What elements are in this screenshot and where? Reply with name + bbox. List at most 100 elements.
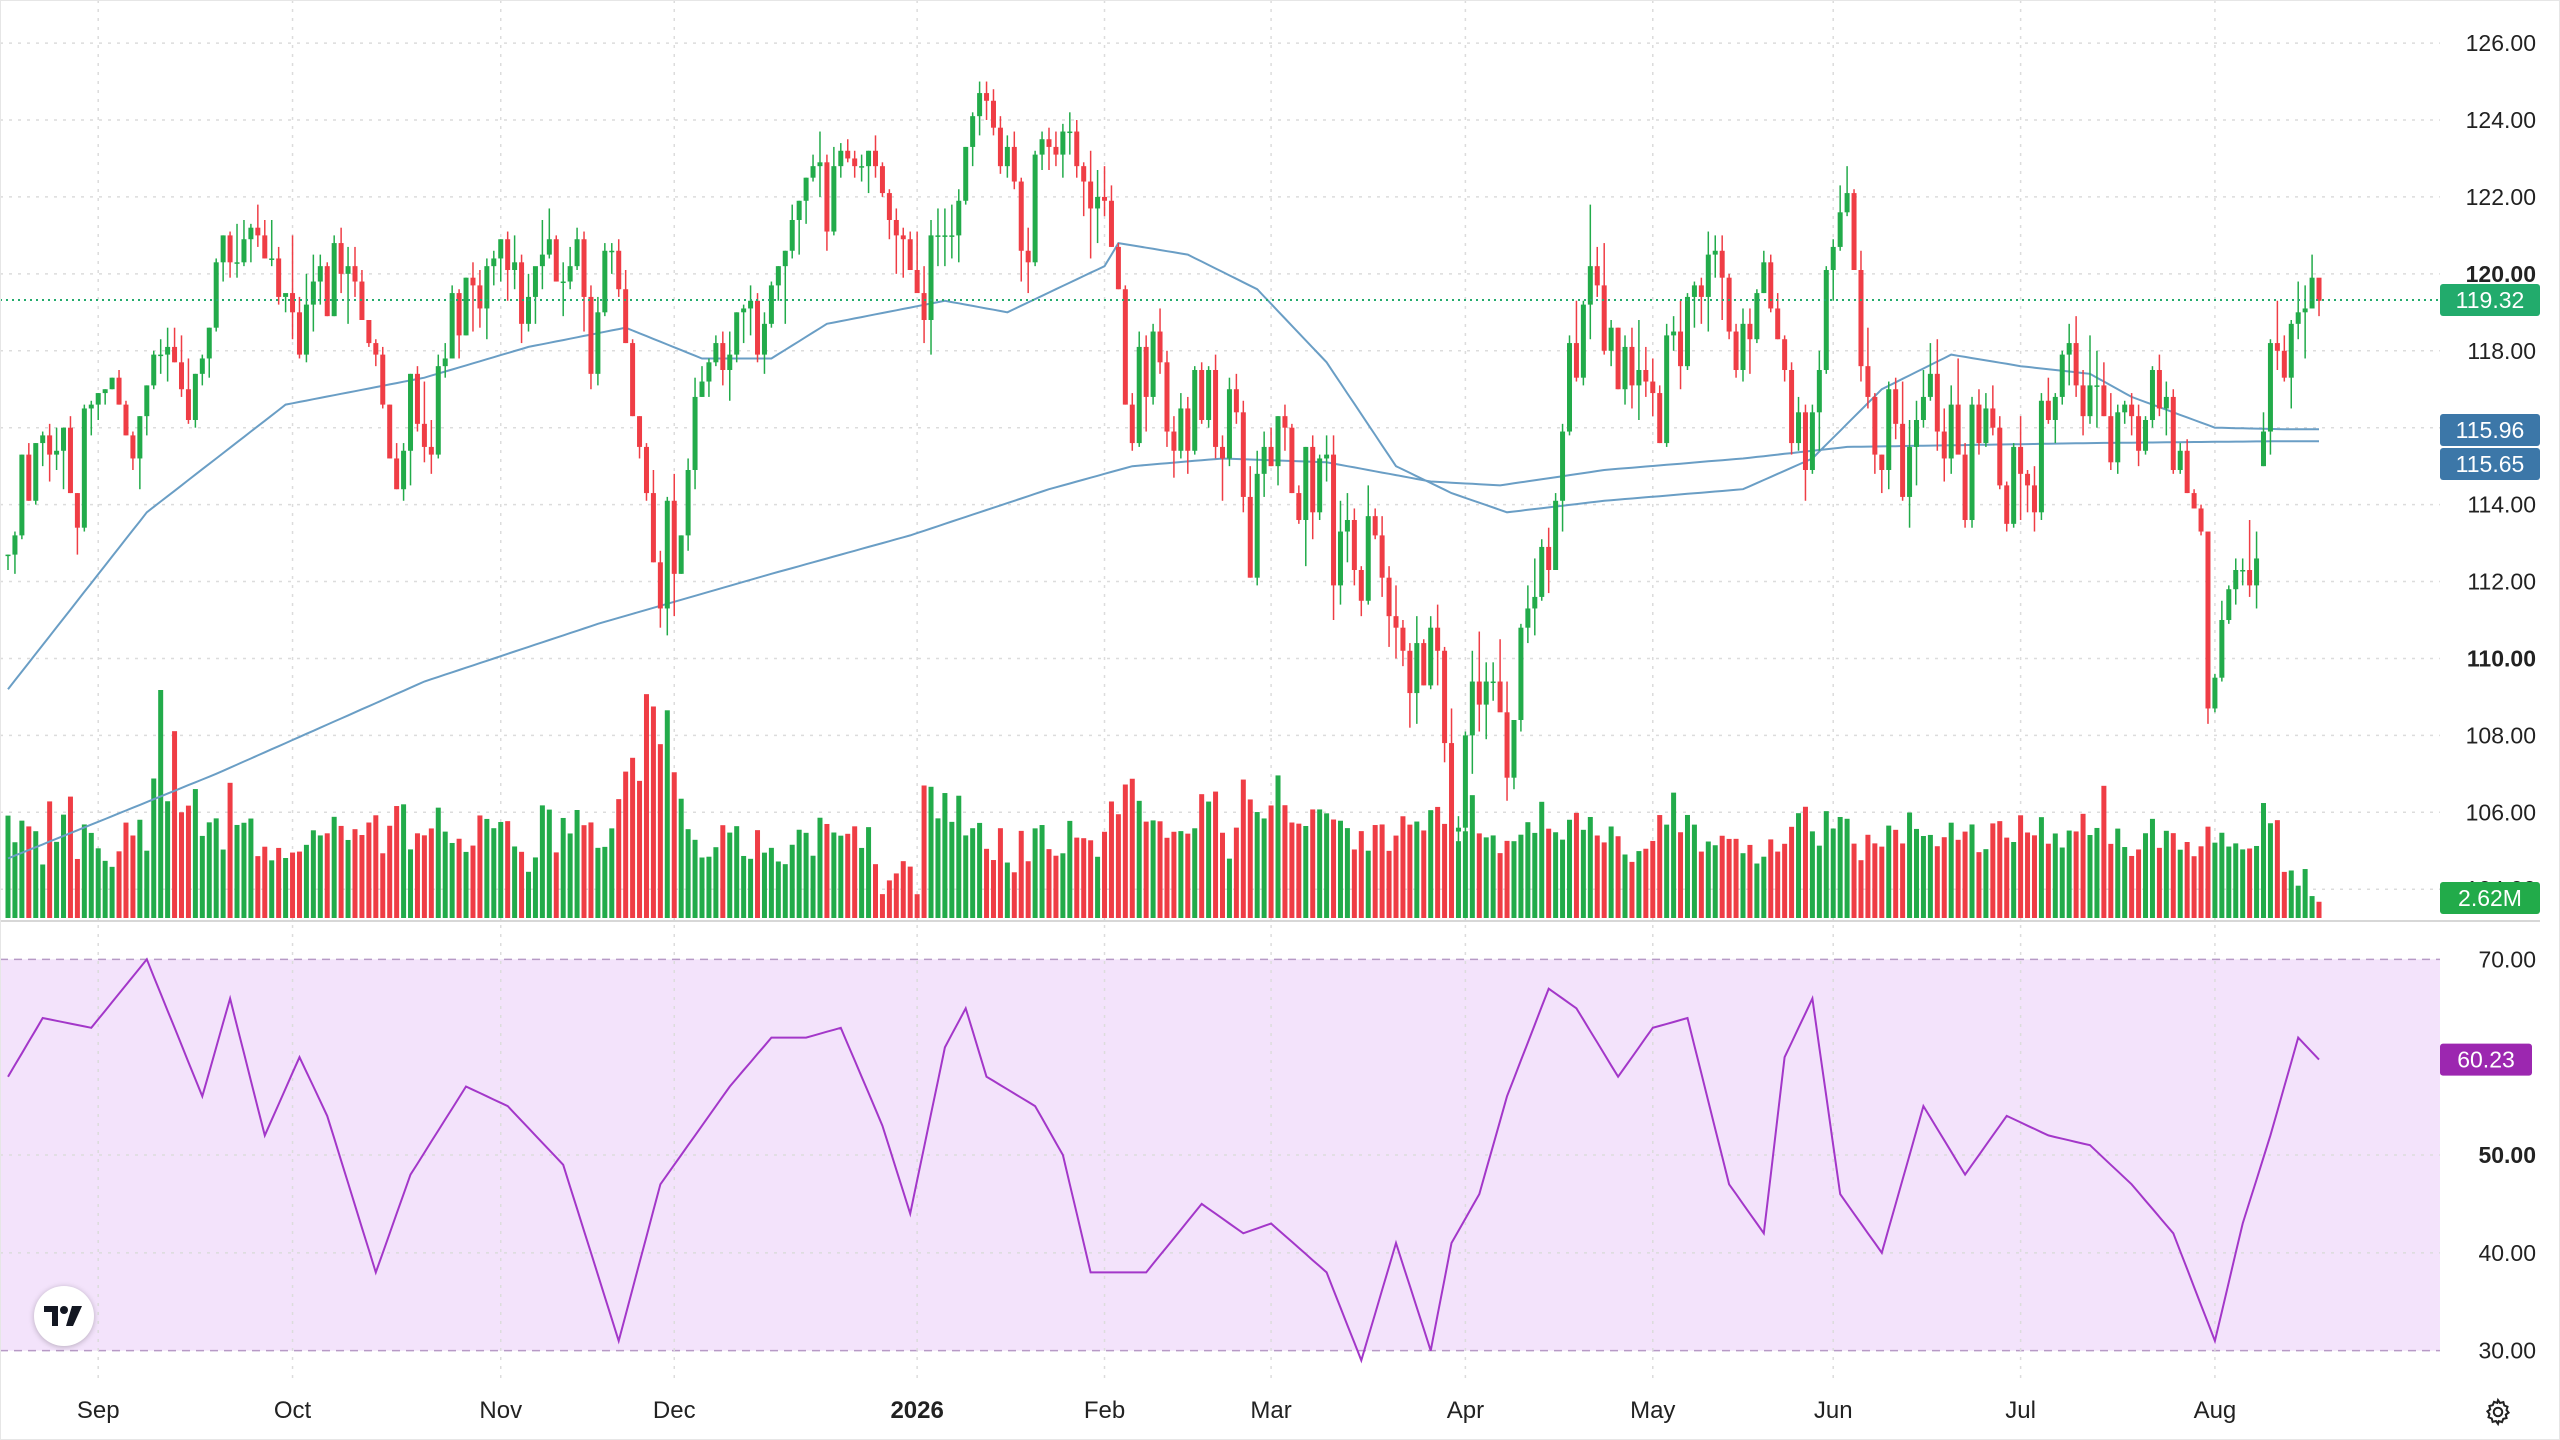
- candle-body: [144, 385, 150, 417]
- candle: [2247, 520, 2253, 597]
- volume-bar: [2018, 815, 2024, 918]
- volume-bar: [1074, 837, 1080, 918]
- moving-average-b-line: [7, 440, 2319, 860]
- candle: [1643, 346, 1649, 397]
- volume-bar: [331, 816, 337, 918]
- candle: [1344, 493, 1350, 563]
- rsi-axis[interactable]: 70.00 50.00 40.00 30.00: [2478, 946, 2536, 1363]
- volume-bar: [428, 828, 434, 918]
- volume-bar: [2038, 817, 2044, 918]
- candle: [2156, 354, 2162, 417]
- candle-body: [2274, 343, 2280, 351]
- candle: [283, 293, 289, 313]
- settings-button[interactable]: [2478, 1392, 2518, 1432]
- volume-bar: [775, 861, 781, 918]
- candle: [255, 204, 261, 247]
- volume-bar: [1816, 845, 1822, 918]
- candle-body: [1587, 266, 1593, 305]
- volume-bar: [1344, 828, 1350, 918]
- candle-body: [1684, 296, 1690, 367]
- volume-bar: [373, 815, 379, 918]
- candle: [1261, 431, 1267, 497]
- rsi-pane[interactable]: [0, 925, 2440, 1380]
- candle: [2045, 377, 2051, 424]
- volume-bar: [831, 832, 837, 918]
- candle: [1025, 227, 1031, 294]
- volume-bar: [26, 826, 32, 918]
- candle-body: [1414, 643, 1420, 694]
- candle: [768, 281, 774, 328]
- candle-body: [1254, 473, 1260, 578]
- volume-bar: [1636, 851, 1642, 918]
- candle-body: [172, 346, 178, 363]
- volume-bar: [1955, 839, 1961, 918]
- candle-body: [519, 262, 525, 324]
- candle-body: [116, 377, 122, 405]
- candle: [26, 443, 32, 501]
- candle-body: [179, 362, 184, 390]
- volume-bar: [838, 835, 844, 918]
- volume-bar: [1171, 831, 1177, 918]
- volume-bar: [664, 710, 670, 918]
- price-pane[interactable]: [0, 0, 2440, 920]
- candle: [123, 400, 129, 436]
- price-tick-label: 106.00: [2466, 799, 2536, 825]
- candle: [914, 231, 920, 294]
- volume-bar: [2108, 843, 2114, 918]
- candle: [116, 370, 122, 405]
- volume-bar: [345, 839, 351, 918]
- candle-body: [2087, 385, 2093, 417]
- candle: [692, 377, 698, 490]
- volume-bar: [394, 806, 400, 918]
- candle: [720, 331, 726, 386]
- candle: [588, 285, 594, 390]
- volume-bar: [657, 744, 663, 918]
- candle-body: [1990, 408, 1996, 428]
- candle: [512, 235, 518, 290]
- volume-bar: [456, 838, 462, 918]
- volume-bar: [1233, 827, 1239, 918]
- candle-body: [1372, 516, 1378, 536]
- candle: [408, 373, 414, 486]
- volume-bar: [782, 864, 788, 918]
- candle: [2136, 404, 2142, 467]
- candle: [1483, 662, 1489, 740]
- volume-bar: [1941, 837, 1947, 918]
- candle: [546, 208, 552, 259]
- candle: [380, 346, 386, 409]
- candle: [1324, 435, 1330, 482]
- volume-bar: [255, 856, 261, 918]
- candle-body: [1081, 166, 1087, 182]
- time-axis[interactable]: Sep Oct Nov Dec 2026 Feb Mar Apr May Jun Jul Aug: [77, 1397, 2236, 1424]
- candle: [95, 393, 101, 420]
- volume-bar: [401, 804, 407, 918]
- candle: [1504, 681, 1510, 801]
- volume-bars: [5, 690, 2322, 918]
- candle: [310, 254, 316, 332]
- candle: [220, 235, 226, 282]
- candle: [1386, 566, 1392, 647]
- volume-bar: [678, 798, 684, 918]
- candle-body: [1296, 493, 1302, 520]
- candle: [845, 139, 851, 163]
- volume-bar: [2094, 827, 2100, 918]
- candle-body: [331, 243, 337, 317]
- candle-body: [1102, 196, 1108, 201]
- volume-bar: [650, 706, 656, 918]
- candle-body: [1608, 327, 1614, 351]
- candle-body: [2163, 396, 2169, 409]
- volume-bar: [713, 847, 719, 918]
- volume-bar: [1872, 843, 1878, 918]
- candle: [2288, 320, 2294, 409]
- candle-body: [366, 320, 372, 344]
- volume-bar: [1712, 845, 1718, 918]
- volume-bar: [2212, 842, 2218, 918]
- tradingview-logo[interactable]: [34, 1286, 94, 1346]
- candle-body: [637, 416, 643, 447]
- time-tick-label: Oct: [274, 1397, 312, 1424]
- candle: [1428, 616, 1434, 690]
- candle: [2198, 504, 2204, 536]
- candle-body: [685, 470, 691, 536]
- volume-bar: [449, 842, 455, 918]
